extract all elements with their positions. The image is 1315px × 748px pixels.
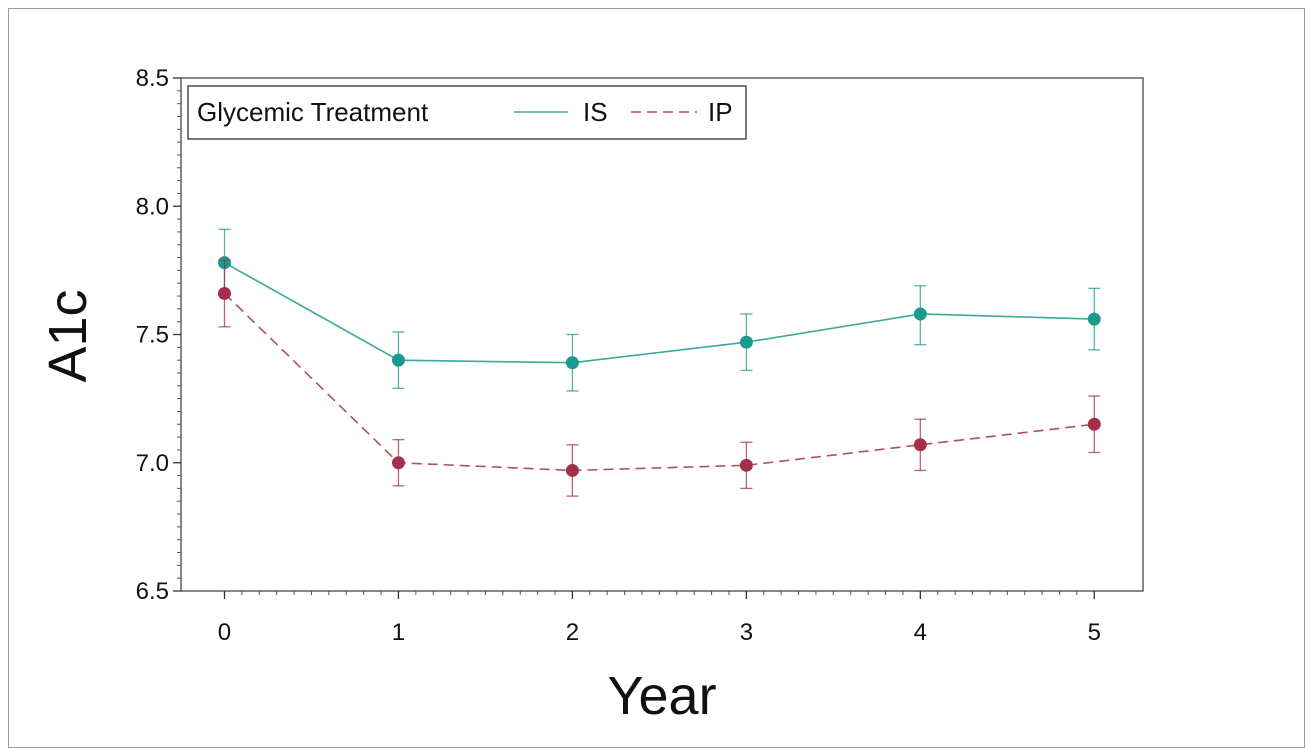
- y-tick-label: 7.5: [136, 322, 169, 349]
- series-layer: [217, 228, 1101, 497]
- series-ip: [217, 259, 1101, 497]
- y-tick-label: 8.5: [136, 65, 169, 92]
- data-point-ip: [1087, 417, 1101, 431]
- legend-label-is: IS: [583, 97, 608, 127]
- y-tick-label: 7.0: [136, 450, 169, 477]
- data-point-ip: [565, 463, 579, 477]
- data-point-is: [739, 335, 753, 349]
- legend-title: Glycemic Treatment: [197, 97, 429, 127]
- data-point-ip: [739, 458, 753, 472]
- data-point-ip: [391, 456, 405, 470]
- line-chart: 6.5 7.0 7.5 8.0 8.5 0 1 2 3 4 5 Glycemic Treatmen…: [38, 65, 1144, 726]
- legend: Glycemic Treatment IS IP: [187, 85, 747, 140]
- plot-area: [180, 77, 1144, 592]
- series-is: [217, 228, 1101, 392]
- x-tick-label: 5: [1088, 619, 1101, 646]
- data-point-is: [391, 353, 405, 367]
- data-point-is: [565, 356, 579, 370]
- x-axis-title: Year: [607, 666, 716, 726]
- series-line-ip: [223, 292, 1095, 472]
- x-tick-label: 1: [392, 619, 405, 646]
- data-point-ip: [217, 286, 231, 300]
- x-tick-label: 2: [566, 619, 579, 646]
- y-axis: 6.5 7.0 7.5 8.0 8.5: [136, 65, 181, 605]
- x-axis: 0 1 2 3 4 5: [218, 591, 1101, 646]
- legend-label-ip: IP: [708, 97, 733, 127]
- series-line-is: [224, 261, 1095, 364]
- data-point-ip: [913, 438, 927, 452]
- y-tick-label: 6.5: [136, 578, 169, 605]
- x-tick-label: 4: [914, 619, 927, 646]
- x-tick-label: 0: [218, 619, 231, 646]
- x-tick-label: 3: [740, 619, 753, 646]
- y-axis-title: A1c: [38, 289, 98, 382]
- data-point-is: [913, 307, 927, 321]
- y-tick-label: 8.0: [136, 193, 169, 220]
- data-point-is: [1087, 312, 1101, 326]
